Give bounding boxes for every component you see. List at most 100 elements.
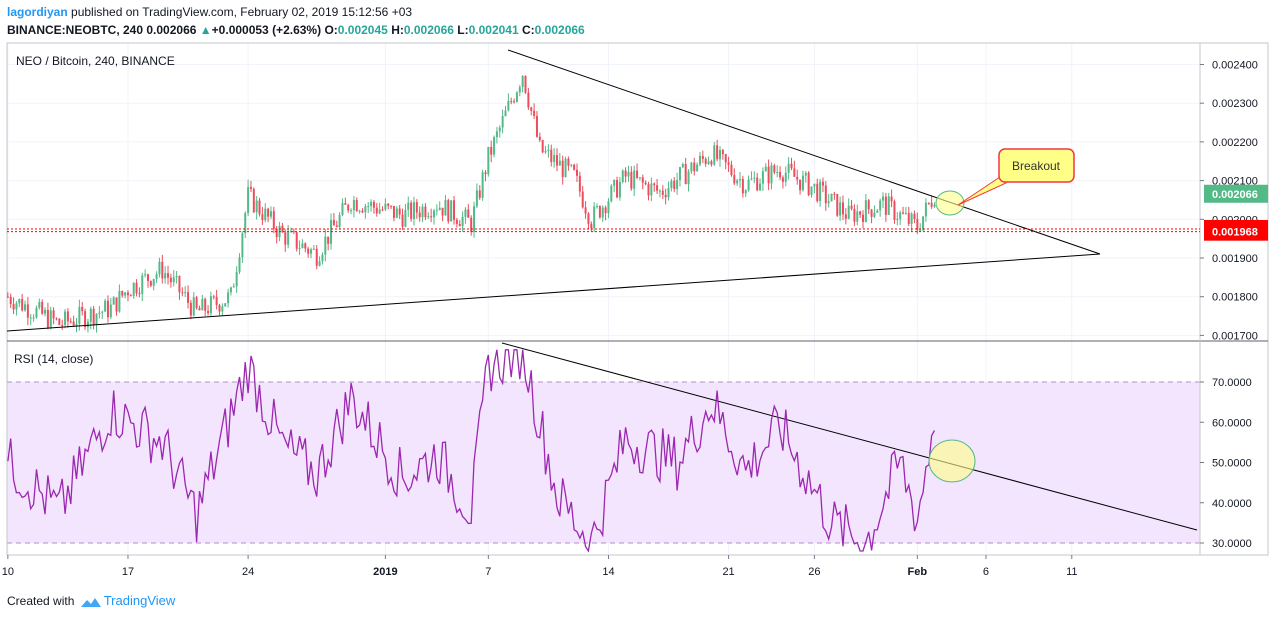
candle-body	[841, 202, 844, 215]
annotations[interactable]: Breakout	[7, 148, 1200, 483]
candle-body	[158, 261, 161, 275]
candle-body	[227, 292, 230, 304]
candle-body	[890, 196, 893, 202]
candle-body	[384, 203, 387, 210]
candle-body	[201, 298, 204, 311]
candle-body	[704, 158, 707, 164]
candle-body	[902, 212, 905, 214]
candle-body	[664, 194, 667, 198]
candle-body	[544, 150, 547, 153]
candle-body	[856, 211, 859, 222]
candle-body	[421, 206, 424, 218]
candle-body	[118, 290, 121, 312]
rsi-tick-label: 60.0000	[1212, 417, 1252, 429]
candle-body	[844, 214, 847, 219]
candle-body	[104, 300, 107, 312]
candle-body	[507, 101, 510, 111]
candle-body	[790, 163, 793, 169]
candle-body	[378, 209, 381, 214]
rsi-axis[interactable]: 30.0000 40.0000 50.0000 60.0000 70.0000	[1200, 377, 1252, 550]
candle-body	[701, 155, 704, 159]
rsi-tick-label: 40.0000	[1212, 498, 1252, 510]
candle-body	[833, 193, 836, 195]
candle-body	[241, 233, 244, 258]
candle-body	[415, 202, 418, 213]
candle-body	[627, 171, 630, 177]
candle-body	[146, 274, 149, 281]
candle-body	[412, 202, 415, 219]
high-label: H:	[391, 23, 404, 37]
candle-body	[495, 131, 498, 138]
candle-body	[707, 161, 710, 164]
candle-body	[12, 304, 15, 310]
candle-body	[235, 271, 238, 287]
candle-body	[164, 273, 167, 279]
candle-body	[38, 301, 41, 308]
candle-body	[69, 321, 72, 323]
candle-body	[275, 228, 278, 238]
candle-body	[106, 300, 109, 318]
candle-body	[621, 170, 624, 182]
candle-body	[681, 163, 684, 168]
candle-body	[736, 180, 739, 184]
candle-body	[247, 187, 250, 214]
candle-body	[799, 179, 802, 191]
candle-body	[867, 200, 870, 210]
open-value: 0.002045	[337, 23, 388, 37]
candle-body	[29, 317, 32, 319]
candle-body	[847, 205, 850, 219]
candle-body	[269, 211, 272, 217]
candle-body	[727, 162, 730, 165]
candle-body	[350, 210, 353, 212]
candle-body	[64, 311, 67, 325]
tradingview-link[interactable]: TradingView	[103, 593, 176, 608]
candle-body	[109, 304, 112, 318]
candle-body	[573, 164, 576, 170]
candle-body	[710, 161, 713, 165]
candle-body	[759, 183, 762, 191]
candle-body	[821, 181, 824, 186]
candle-body	[41, 301, 44, 314]
candle-body	[616, 179, 619, 198]
candle-body	[687, 171, 690, 185]
candle-body	[550, 149, 553, 163]
candle-body	[793, 168, 796, 177]
candle-body	[341, 203, 344, 215]
candle-body	[295, 232, 298, 249]
candle-body	[453, 200, 456, 220]
candle-body	[435, 209, 438, 211]
price-tick-label: 0.001800	[1212, 292, 1258, 304]
candle-body	[364, 206, 367, 213]
candle-body	[490, 146, 493, 155]
candle-body	[187, 292, 190, 303]
price-tick-label: 0.002100	[1212, 176, 1258, 188]
time-axis[interactable]: 10 17 24 2019 7 14 21 26 Feb 6 11	[2, 555, 1078, 578]
candle-body	[89, 308, 92, 322]
candle-body	[367, 206, 370, 208]
candle-body	[813, 183, 816, 187]
rsi-breakout-highlight	[928, 439, 976, 483]
candle-body	[673, 180, 676, 190]
pane-frames	[6, 42, 1269, 556]
candle-body	[318, 261, 321, 266]
candle-body	[215, 296, 218, 306]
price-axis[interactable]: 0.0017000.0018000.0019000.0020000.002100…	[1200, 60, 1258, 343]
candle-body	[604, 207, 607, 214]
rsi-tick-label: 30.0000	[1212, 538, 1252, 550]
candle-body	[850, 205, 853, 209]
tradingview-logo-icon	[80, 597, 101, 607]
candle-body	[98, 312, 101, 314]
time-tick-label: 17	[122, 566, 134, 578]
candle-body	[58, 318, 61, 325]
candle-body	[776, 172, 779, 174]
price-tick-label: 0.002200	[1212, 137, 1258, 149]
symbol-info: BINANCE:NEOBTC, 240 0.002066 ▲+0.000053 …	[7, 23, 585, 37]
trend-lines[interactable]	[6, 49, 1198, 531]
candle-body	[779, 172, 782, 178]
time-tick-label: 26	[808, 566, 820, 578]
candle-body	[6, 296, 9, 298]
author-link[interactable]: lagordiyan	[7, 5, 68, 19]
candle-body	[132, 282, 135, 296]
time-tick-label: Feb	[908, 566, 928, 578]
